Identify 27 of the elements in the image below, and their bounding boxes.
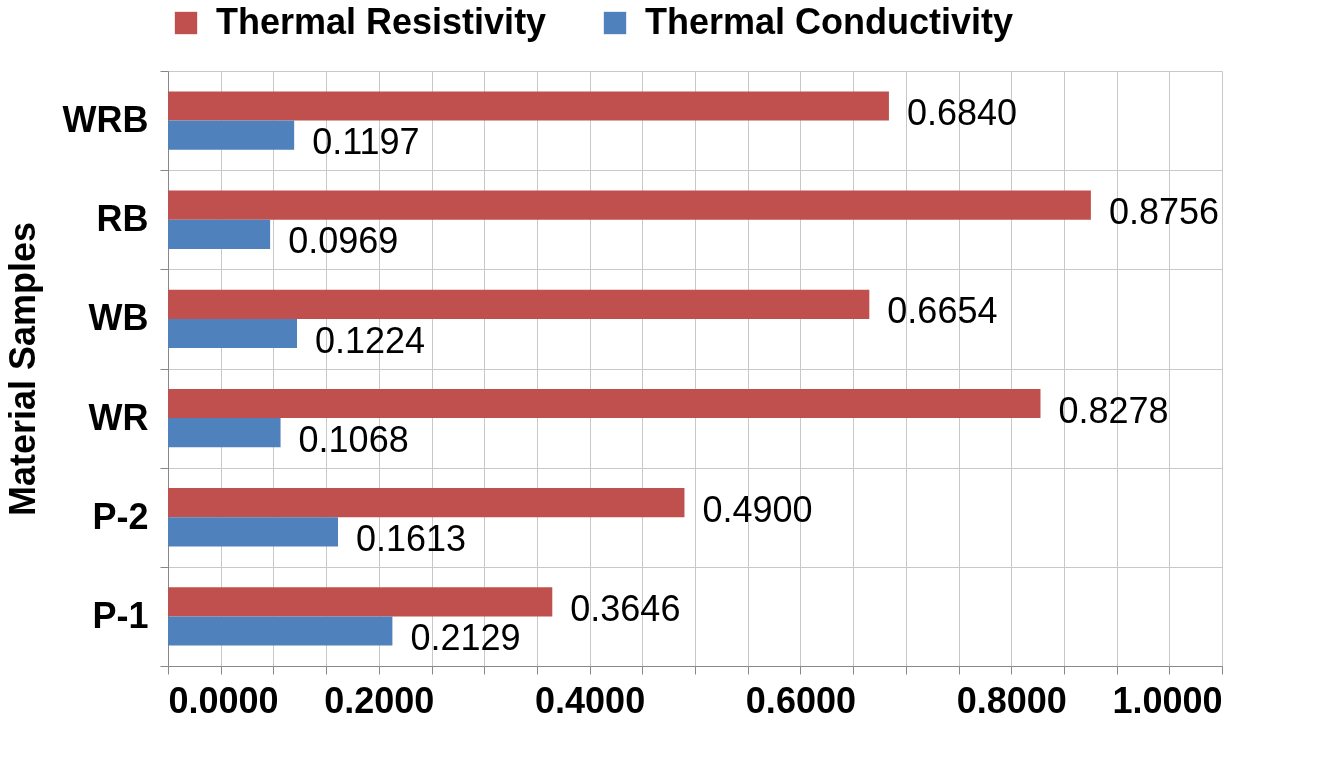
- y-tick-label: WRB: [62, 99, 149, 141]
- y-tick-label: RB: [96, 198, 149, 240]
- data-label: 0.8278: [1058, 389, 1169, 431]
- x-tick-label: 0.4000: [535, 679, 646, 721]
- data-label: 0.4900: [702, 488, 813, 530]
- y-tick-label: P-1: [92, 594, 149, 636]
- x-tick-label: 0.2000: [324, 679, 435, 721]
- data-label: 0.6840: [906, 92, 1018, 133]
- data-label: 0.1224: [315, 319, 426, 361]
- y-axis-title: Material Samples: [1, 221, 43, 517]
- y-tick-label: P-2: [92, 495, 149, 537]
- y-tick-label: WR: [88, 396, 149, 438]
- data-label: 0.0969: [288, 220, 399, 262]
- data-label: 0.1613: [356, 517, 467, 559]
- x-tick-label: 0.0000: [168, 679, 279, 721]
- legend-label: Thermal Conductivity: [645, 1, 1014, 42]
- data-label: 0.3646: [570, 587, 681, 629]
- data-label: 0.8756: [1108, 191, 1219, 233]
- y-tick-label: WB: [88, 297, 149, 339]
- data-label: 0.1197: [312, 121, 420, 163]
- data-label: 0.1068: [298, 418, 409, 460]
- x-tick-label: 0.6000: [745, 679, 856, 721]
- x-tick-label: 1.0000: [1112, 679, 1223, 721]
- data-label: 0.6654: [887, 290, 998, 332]
- x-tick-label: 0.8000: [956, 679, 1067, 721]
- legend-label: Thermal Resistivity: [216, 1, 547, 42]
- data-label: 0.2129: [410, 617, 521, 658]
